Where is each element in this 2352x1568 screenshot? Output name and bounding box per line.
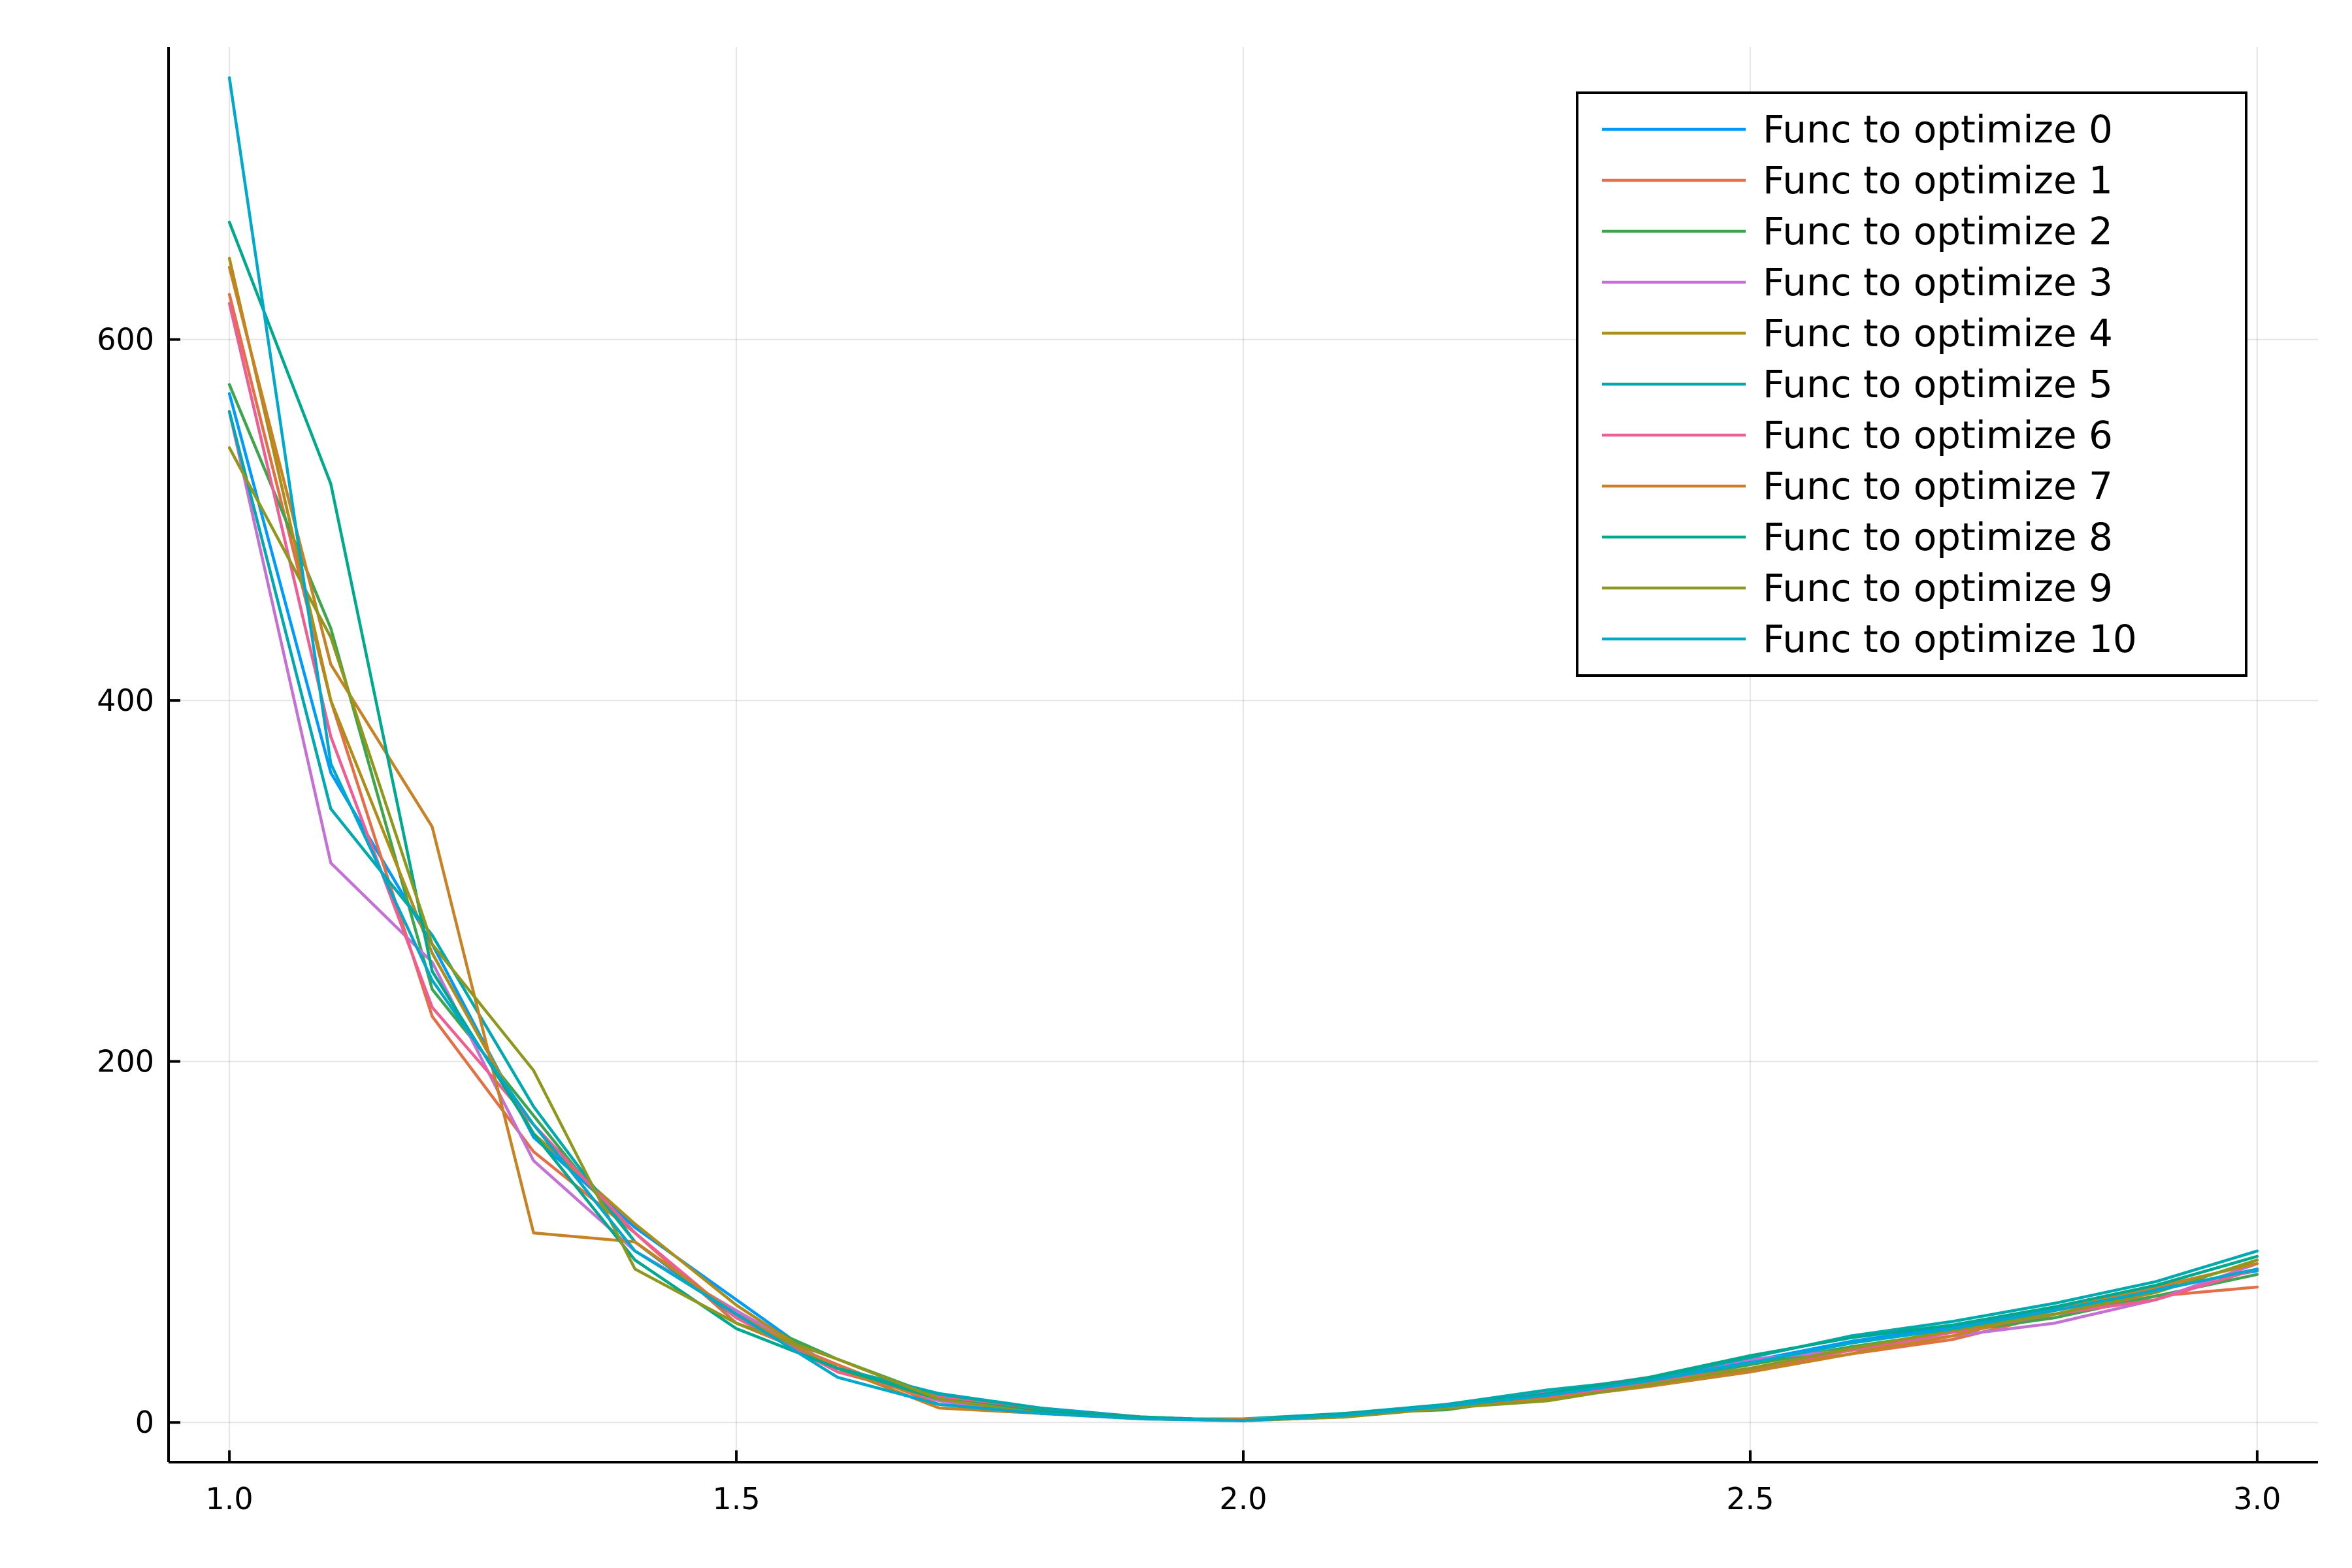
legend-label-6: Func to optimize 6 [1763, 413, 2113, 457]
legend-label-5: Func to optimize 5 [1763, 362, 2113, 406]
series-lines [227, 76, 2259, 1422]
x-tick-label: 1.5 [712, 1481, 760, 1516]
legend-label-1: Func to optimize 1 [1763, 158, 2113, 203]
series-line-7 [227, 265, 2259, 1420]
y-axis-ticks: 0 200 400 600 [97, 322, 180, 1440]
legend: Func to optimize 0 Func to optimize 1 Func… [1576, 91, 2247, 677]
x-tick-label: 1.0 [206, 1481, 253, 1516]
legend-label-3: Func to optimize 3 [1763, 260, 2113, 304]
legend-label-9: Func to optimize 9 [1763, 566, 2113, 610]
legend-label-7: Func to optimize 7 [1763, 464, 2113, 508]
y-tick-label: 400 [97, 683, 154, 718]
legend-label-0: Func to optimize 0 [1763, 107, 2113, 152]
x-tick-label: 2.5 [1726, 1481, 1774, 1516]
y-tick-label: 0 [135, 1405, 154, 1440]
y-tick-label: 600 [97, 322, 154, 357]
x-tick-label: 2.0 [1219, 1481, 1267, 1516]
x-axis-ticks: 1.0 1.5 2.0 2.5 3.0 [206, 1450, 2281, 1516]
legend-label-8: Func to optimize 8 [1763, 515, 2113, 559]
legend-label-10: Func to optimize 10 [1763, 617, 2137, 661]
legend-label-4: Func to optimize 4 [1763, 311, 2113, 355]
legend-label-2: Func to optimize 2 [1763, 209, 2113, 253]
series-line-10 [227, 76, 2259, 1422]
x-tick-label: 3.0 [2233, 1481, 2281, 1516]
y-tick-label: 200 [97, 1044, 154, 1079]
